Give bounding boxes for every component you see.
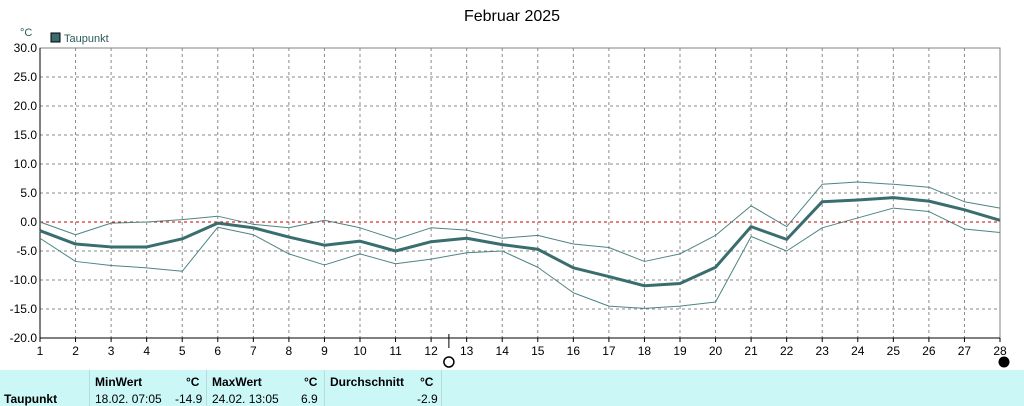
max-value: 6.9 bbox=[301, 392, 318, 406]
x-tick-label: 21 bbox=[744, 344, 758, 358]
x-tick-label: 16 bbox=[567, 344, 581, 358]
legend-label: Taupunkt bbox=[64, 33, 109, 45]
x-tick-label: 18 bbox=[638, 344, 652, 358]
x-tick-label: 10 bbox=[353, 344, 367, 358]
grid bbox=[39, 47, 1001, 339]
y-axis-unit: °C bbox=[20, 27, 32, 39]
max-label: MaxWert bbox=[212, 375, 262, 389]
y-tick-label: 0.0 bbox=[20, 215, 37, 229]
stats-panel: Taupunkt MinWert °C 18.02. 07:05 -14.9 M… bbox=[0, 370, 1024, 406]
x-tick-label: 15 bbox=[531, 344, 545, 358]
x-tick-label: 5 bbox=[179, 344, 186, 358]
x-tick-label: 27 bbox=[958, 344, 972, 358]
series-max bbox=[39, 181, 1001, 262]
min-value: -14.9 bbox=[175, 392, 203, 406]
x-axis: 1 2 3 4 5 6 7 8 9 10 11 12 13 14 15 16 17 18 19 20 21 22 23 24 2… bbox=[37, 338, 1007, 358]
x-tick-label: 12 bbox=[424, 344, 438, 358]
y-tick-label: -20.0 bbox=[10, 331, 38, 345]
x-tick-label: 2 bbox=[72, 344, 79, 358]
x-tick-label: 7 bbox=[250, 344, 257, 358]
y-tick-label: 5.0 bbox=[20, 186, 37, 200]
x-tick-label: 17 bbox=[602, 344, 616, 358]
min-unit: °C bbox=[186, 375, 200, 389]
y-axis: 30.0 25.0 20.0 15.0 10.0 5.0 0.0 -5.0 -10.0 -15.0… bbox=[10, 41, 38, 345]
dewpoint-chart: Februar 2025 °C Taupunkt 30.025.020.015.… bbox=[10, 8, 1010, 368]
min-label: MinWert bbox=[95, 375, 143, 389]
new-moon-icon bbox=[443, 356, 455, 368]
x-tick-label: 4 bbox=[143, 344, 150, 358]
max-unit: °C bbox=[304, 375, 318, 389]
x-tick-label: 8 bbox=[286, 344, 293, 358]
x-tick-label: 13 bbox=[460, 344, 474, 358]
y-tick-label: -5.0 bbox=[16, 244, 37, 258]
legend-swatch bbox=[50, 32, 61, 43]
x-tick-label: 28 bbox=[993, 344, 1007, 358]
stats-row-label: Taupunkt bbox=[4, 392, 58, 406]
x-tick-label: 1 bbox=[37, 344, 44, 358]
x-tick-label: 25 bbox=[887, 344, 901, 358]
x-tick-label: 9 bbox=[321, 344, 328, 358]
y-tick-label: 25.0 bbox=[14, 70, 38, 84]
x-tick-label: 3 bbox=[108, 344, 115, 358]
series-lines bbox=[39, 181, 1001, 309]
full-moon-icon bbox=[998, 356, 1010, 368]
x-tick-label: 22 bbox=[780, 344, 794, 358]
max-datetime: 24.02. 13:05 bbox=[212, 392, 279, 406]
y-tick-label: 10.0 bbox=[14, 157, 38, 171]
avg-unit: °C bbox=[420, 375, 434, 389]
moon-phases bbox=[443, 334, 1010, 368]
chart-title: Februar 2025 bbox=[464, 8, 560, 25]
series-min bbox=[39, 207, 1001, 309]
x-tick-label: 23 bbox=[816, 344, 830, 358]
y-tick-label: 15.0 bbox=[14, 128, 38, 142]
series-mean bbox=[39, 196, 1001, 288]
min-datetime: 18.02. 07:05 bbox=[95, 392, 162, 406]
x-tick-label: 26 bbox=[922, 344, 936, 358]
x-tick-label: 14 bbox=[496, 344, 510, 358]
x-tick-label: 6 bbox=[214, 344, 221, 358]
y-tick-label: 30.0 bbox=[14, 41, 38, 55]
avg-label: Durchschnitt bbox=[330, 375, 405, 389]
x-tick-label: 20 bbox=[709, 344, 723, 358]
y-tick-label: -10.0 bbox=[10, 273, 38, 287]
y-tick-label: 20.0 bbox=[14, 99, 38, 113]
y-tick-label: -15.0 bbox=[10, 302, 38, 316]
x-tick-label: 24 bbox=[851, 344, 865, 358]
x-tick-label: 11 bbox=[389, 344, 402, 358]
avg-value: -2.9 bbox=[417, 392, 438, 406]
x-tick-label: 19 bbox=[673, 344, 687, 358]
